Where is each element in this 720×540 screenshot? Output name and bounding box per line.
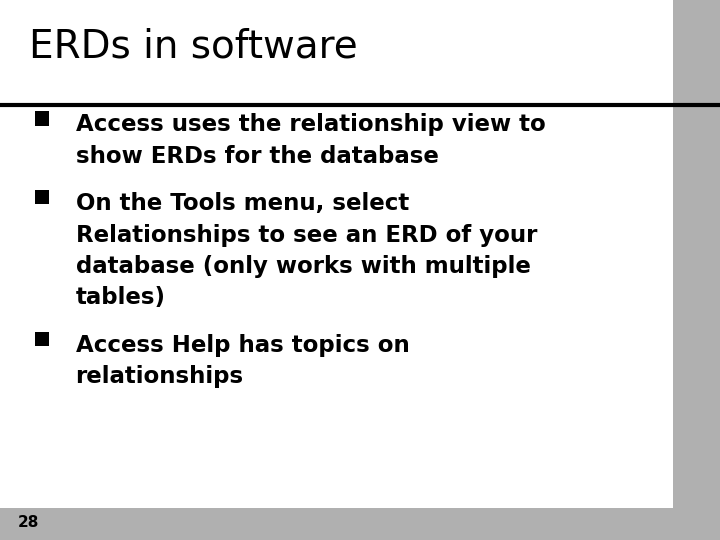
Text: 28: 28 (18, 515, 40, 530)
Text: ERDs in software: ERDs in software (29, 27, 358, 65)
Text: Access Help has topics on: Access Help has topics on (76, 334, 410, 357)
FancyBboxPatch shape (35, 111, 49, 126)
Text: show ERDs for the database: show ERDs for the database (76, 145, 438, 168)
FancyBboxPatch shape (673, 0, 720, 540)
Text: relationships: relationships (76, 365, 244, 388)
FancyBboxPatch shape (35, 332, 49, 346)
Text: Access uses the relationship view to: Access uses the relationship view to (76, 113, 545, 137)
FancyBboxPatch shape (35, 190, 49, 205)
Text: Relationships to see an ERD of your: Relationships to see an ERD of your (76, 224, 537, 247)
Text: tables): tables) (76, 286, 166, 309)
Text: On the Tools menu, select: On the Tools menu, select (76, 192, 409, 215)
FancyBboxPatch shape (0, 508, 720, 540)
Text: database (only works with multiple: database (only works with multiple (76, 255, 531, 278)
